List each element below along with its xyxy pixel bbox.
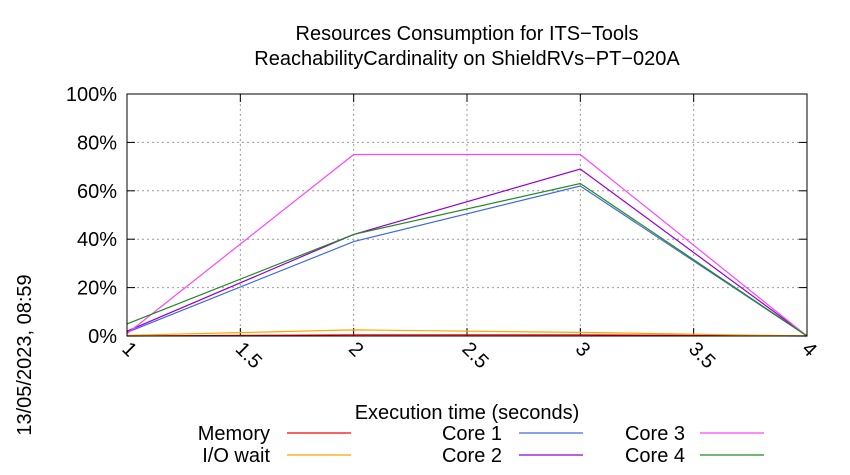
- y-tick-label: 80%: [77, 132, 117, 154]
- series-group: [126, 153, 808, 337]
- x-tick-label: 3.5: [684, 338, 719, 373]
- side-timestamp-label: 13/05/2023, 08:59: [14, 274, 36, 435]
- y-tick-label: 60%: [77, 181, 117, 203]
- y-tick-label: 40%: [77, 229, 117, 251]
- legend-label: Core 4: [625, 445, 685, 467]
- series-line-core-2: [126, 168, 808, 337]
- series-line-core-4: [126, 182, 808, 337]
- y-tick-labels: 0% 20% 40% 60% 80% 100%: [66, 84, 117, 348]
- y-tick-label: 100%: [66, 84, 117, 106]
- y-tick-label: 20%: [77, 278, 117, 300]
- legend-label: I/O wait: [202, 445, 270, 467]
- x-tick-label: 3: [571, 338, 594, 361]
- x-tick-labels: 1 1.5 2 2.5 3 3.5 4: [117, 338, 820, 373]
- legend-label: Core 1: [442, 423, 502, 445]
- legend-label: Core 2: [442, 445, 502, 467]
- legend-label: Memory: [198, 423, 270, 445]
- x-tick-label: 2: [344, 338, 367, 361]
- x-tick-label: 4: [797, 338, 820, 361]
- x-tick-label: 2.5: [457, 338, 492, 373]
- x-tick-label: 1: [117, 338, 140, 361]
- series-line-core-1: [126, 185, 808, 337]
- chart-title-line-1: Resources Consumption for ITS−Tools: [296, 23, 639, 45]
- legend-label: Core 3: [625, 423, 685, 445]
- y-tick-label: 0%: [88, 326, 117, 348]
- series-line-i-o-wait: [126, 329, 808, 337]
- series-line-core-3: [126, 153, 808, 337]
- series-line-memory: [126, 334, 808, 337]
- plot-border: [126, 93, 808, 337]
- x-tick-label: 1.5: [231, 338, 266, 373]
- x-axis-label: Execution time (seconds): [355, 402, 580, 424]
- chart-title-line-2: ReachabilityCardinality on ShieldRVs−PT−…: [254, 48, 680, 70]
- grid: [126, 93, 808, 337]
